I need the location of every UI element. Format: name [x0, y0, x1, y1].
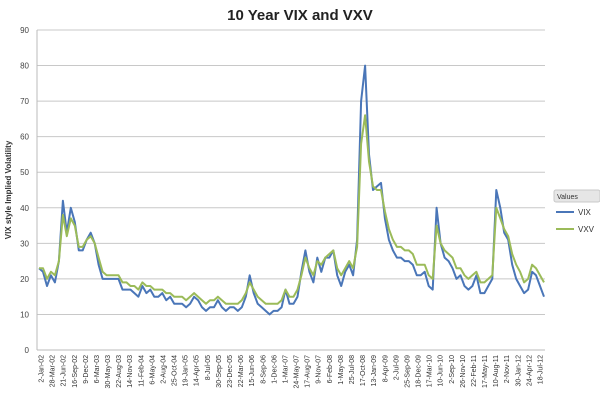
- x-tick-label: 22-Mar-06: [238, 355, 245, 387]
- gridlines: [37, 29, 545, 315]
- x-tick-label: 6-Mar-03: [94, 355, 101, 384]
- x-tick-label: 18-Jul-12: [538, 355, 545, 384]
- x-tick-label: 9-Nov-07: [316, 355, 323, 384]
- y-tick-label: 20: [20, 275, 29, 284]
- x-tick-label: 15-Jun-06: [249, 355, 256, 387]
- x-tick-label: 10-Aug-11: [493, 355, 500, 387]
- x-tick-label: 6-Feb-08: [327, 355, 334, 384]
- x-tick-label: 11-Feb-04: [138, 355, 145, 387]
- x-tick-label: 22-Feb-11: [471, 355, 478, 387]
- legend-label-vxv: VXV: [578, 225, 595, 234]
- x-tick-label: 22-Aug-03: [116, 355, 123, 388]
- x-tick-label: 21-Jun-02: [61, 355, 68, 387]
- x-tick-label: 2-Aug-04: [160, 355, 167, 384]
- x-tick-label: 18-Dec-09: [416, 355, 423, 388]
- x-tick-label: 17-May-11: [482, 355, 489, 388]
- x-tick-label: 1-May-08: [338, 355, 345, 385]
- legend-title: Values: [557, 194, 578, 201]
- x-tick-label: 17-Mar-10: [427, 355, 434, 387]
- x-tick-label: 19-Jan-05: [183, 355, 190, 387]
- legend-label-vix: VIX: [578, 208, 592, 217]
- y-tick-label: 0: [25, 346, 30, 355]
- x-tick-label: 6-May-04: [149, 355, 156, 385]
- y-tick-label: 40: [20, 204, 29, 213]
- x-tick-label: 2-Jan-02: [39, 355, 46, 383]
- x-axis: 2-Jan-02 28-Mar-02 21-Jun-02 16-Sep-02 9-Dec…: [37, 349, 545, 389]
- x-tick-label: 1-Mar-07: [282, 355, 289, 384]
- x-tick-label: 8-Jul-05: [205, 355, 212, 380]
- series-line-vxv: [39, 114, 545, 305]
- plot-area: [38, 64, 545, 316]
- legend: Values VIX VXV: [553, 189, 600, 234]
- x-tick-label: 26-Nov-10: [460, 355, 467, 388]
- y-tick-label: 60: [20, 133, 29, 142]
- y-tick-label: 30: [20, 239, 29, 248]
- legend-title-box: [553, 189, 600, 203]
- x-tick-label: 30-Sep-05: [216, 355, 223, 388]
- x-tick-label: 24-May-07: [294, 355, 301, 389]
- x-tick-label: 9-Dec-02: [83, 355, 90, 384]
- x-tick-label: 14-Nov-03: [127, 355, 134, 388]
- x-tick-label: 25-Sep-09: [404, 355, 411, 388]
- x-tick-label: 30-Jan-12: [515, 355, 522, 387]
- y-axis-label: VIX style Implied Volatility: [4, 140, 13, 239]
- x-tick-label: 24-Apr-12: [526, 355, 533, 386]
- x-tick-label: 23-Dec-05: [227, 355, 234, 388]
- x-tick-label: 25-Oct-04: [172, 355, 179, 386]
- x-tick-label: 28-Mar-02: [50, 355, 57, 387]
- series-line-vix: [38, 64, 545, 316]
- y-tick-label: 10: [20, 310, 29, 319]
- x-tick-label: 2-Nov-11: [504, 355, 511, 383]
- x-tick-label: 10-Jun-10: [438, 355, 445, 387]
- x-tick-label: 13-Jan-09: [371, 355, 378, 387]
- y-tick-label: 50: [20, 168, 29, 177]
- x-tick-label: 8-Sep-06: [260, 355, 267, 384]
- x-tick-label: 16-Sep-02: [72, 355, 79, 388]
- x-tick-label: 2-Sep-10: [449, 355, 456, 384]
- x-tick-label: 8-Apr-09: [382, 355, 389, 382]
- x-tick-label: 2-Jul-09: [393, 355, 400, 380]
- x-tick-label: 14-Apr-05: [194, 355, 201, 386]
- y-tick-label: 90: [20, 26, 29, 35]
- y-tick-label: 70: [20, 97, 29, 106]
- x-tick-label: 17-Oct-08: [360, 355, 367, 386]
- x-tick-label: 30-May-03: [105, 355, 112, 389]
- x-tick-label: 17-Aug-07: [305, 355, 312, 388]
- x-tick-label: 1-Dec-06: [271, 355, 278, 384]
- x-tick-label: 25-Jul-08: [349, 355, 356, 384]
- chart-title: 10 Year VIX and VXV: [227, 7, 373, 24]
- y-axis: 0 10 20 30 40 50 60 70 80 90: [20, 26, 38, 355]
- y-tick-label: 80: [20, 62, 29, 71]
